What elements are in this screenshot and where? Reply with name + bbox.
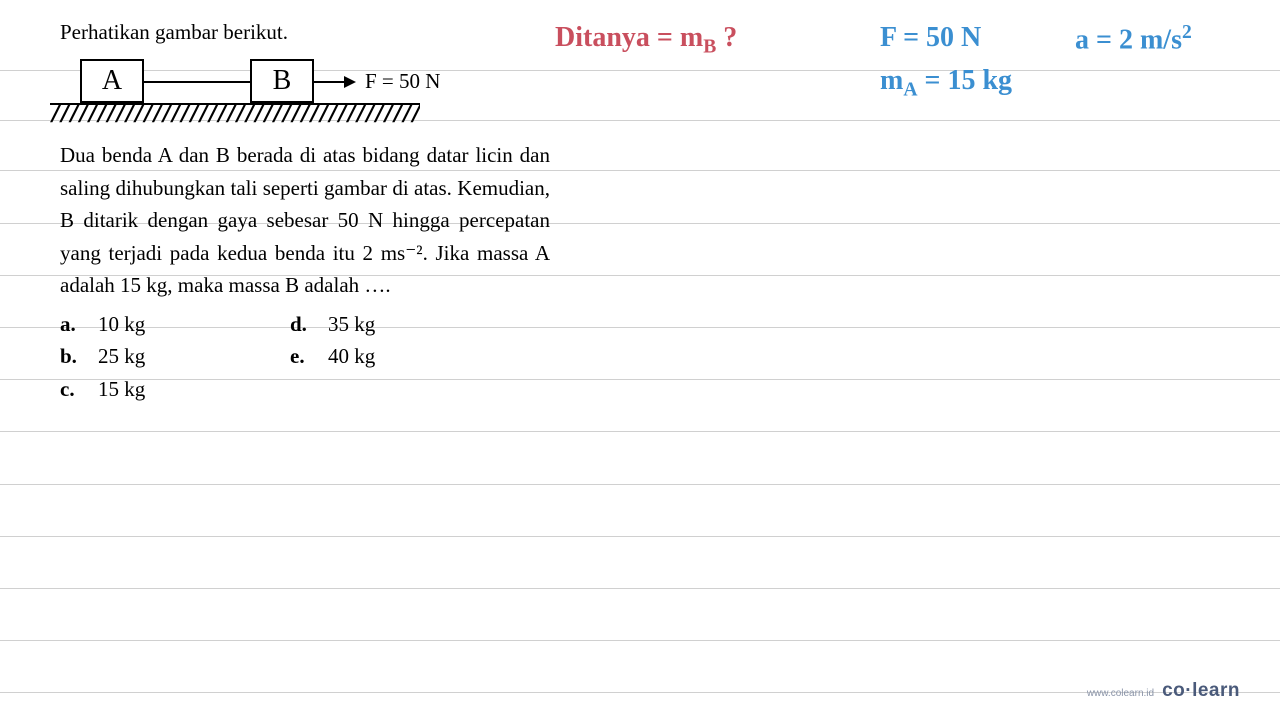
option-d: d. 35 kg <box>290 308 520 341</box>
box-a: A <box>80 59 144 103</box>
option-letter: e. <box>290 340 310 373</box>
physics-diagram: A B F = 50 N ///////////////////////////… <box>80 53 550 131</box>
handwritten-ditanya: Ditanya = mB ? <box>555 22 737 59</box>
option-value: 40 kg <box>328 340 375 373</box>
handwritten-acceleration: a = 2 m/s2 <box>1075 22 1192 56</box>
intro-text: Perhatikan gambar berikut. <box>60 20 550 45</box>
option-value: 10 kg <box>98 308 145 341</box>
option-b: b. 25 kg <box>60 340 290 373</box>
footer-url: www.colearn.id <box>1087 688 1154 699</box>
footer-brand: co·learn <box>1162 680 1240 702</box>
option-letter: c. <box>60 373 80 406</box>
ground: //////////////////////////////////////// <box>50 103 420 125</box>
option-value: 15 kg <box>98 373 145 406</box>
option-value: 35 kg <box>328 308 375 341</box>
handwritten-mass-a: mA = 15 kg <box>880 65 1012 102</box>
problem-text: Dua benda A dan B berada di atas bidang … <box>60 139 550 302</box>
option-letter: b. <box>60 340 80 373</box>
option-a: a. 10 kg <box>60 308 290 341</box>
option-letter: d. <box>290 308 310 341</box>
option-c: c. 15 kg <box>60 373 290 406</box>
option-e: e. 40 kg <box>290 340 520 373</box>
content-area: Perhatikan gambar berikut. A B F = 50 N … <box>0 0 1280 425</box>
box-b: B <box>250 59 314 103</box>
ground-hatches: //////////////////////////////////////// <box>50 105 420 123</box>
option-letter: a. <box>60 308 80 341</box>
options-list: a. 10 kg d. 35 kg b. 25 kg e. 40 kg <box>60 308 550 406</box>
force-label: F = 50 N <box>365 69 440 94</box>
question-area: Perhatikan gambar berikut. A B F = 50 N … <box>60 20 550 405</box>
footer: www.colearn.id co·learn <box>1087 680 1240 702</box>
option-value: 25 kg <box>98 340 145 373</box>
force-arrow <box>314 81 354 83</box>
connector-line <box>144 81 250 83</box>
handwritten-force: F = 50 N <box>880 22 981 54</box>
